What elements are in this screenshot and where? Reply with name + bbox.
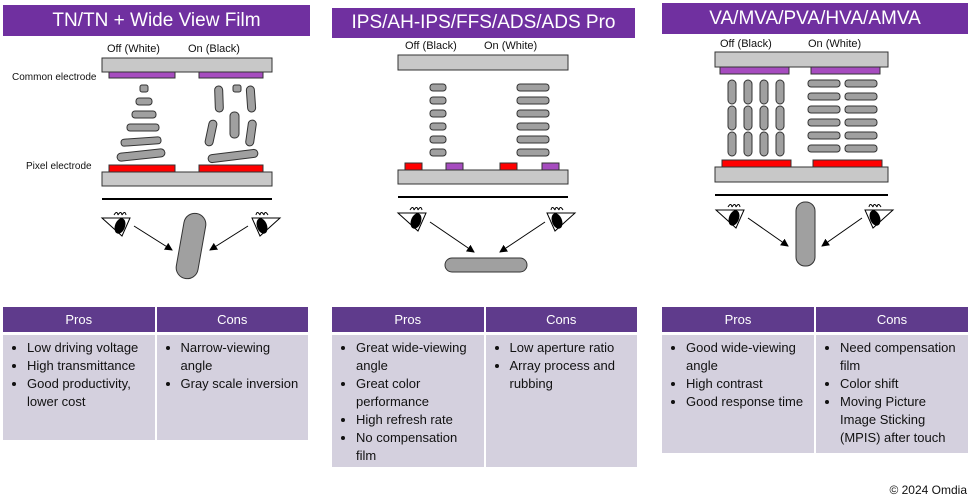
lc-molecule [795,201,816,267]
eye-icon [397,207,427,232]
pro-item: Good wide-viewing angle [686,339,810,375]
bottom-glass [101,171,273,187]
pro-item: Great wide-viewing angle [356,339,480,375]
con-item: Narrow-viewing angle [181,339,305,375]
va-on-label: On (White) [808,38,862,50]
common-electrode-label: Common electrode [12,72,97,83]
con-item: Need compensation film [840,339,964,375]
lc-molecule [175,212,207,280]
eye-icon [546,207,576,232]
tn-off-label: Off (White) [107,43,160,55]
con-item: Moving Picture Image Sticking (MPIS) aft… [840,393,964,447]
eye-icon [715,204,745,229]
pro-item: Good response time [686,393,810,411]
ips-off-label: Off (Black) [405,40,457,52]
lc-diagrams [101,51,894,280]
tn-diagram [101,57,281,280]
pro-item: High refresh rate [356,411,480,429]
lc-molecule [444,257,528,273]
pros-header: Pros [332,307,484,332]
pixel-electrode [108,164,176,173]
con-item: Low aperture ratio [510,339,634,357]
pro-item: High transmittance [27,357,151,375]
eye-icon [101,212,131,237]
pros-header: Pros [662,307,814,332]
cons-header: Cons [156,307,308,332]
cons-header: Cons [485,307,637,332]
pro-item: No compensation film [356,429,480,465]
eye-icon [251,212,281,237]
tn-on-label: On (Black) [188,43,240,55]
pros-header: Pros [3,307,155,332]
pro-item: Low driving voltage [27,339,151,357]
pro-item: High contrast [686,375,810,393]
ips-title: IPS/AH-IPS/FFS/ADS/ADS Pro [332,8,635,38]
con-item: Array process and rubbing [510,357,634,393]
lc-molecules-off [116,84,259,164]
va-diagram [714,51,894,267]
cons-header: Cons [816,307,968,332]
eye-icon [864,204,894,229]
pro-item: Good productivity, lower cost [27,375,151,411]
common-electrode [108,71,176,79]
va-off-label: Off (Black) [720,38,772,50]
con-item: Gray scale inversion [181,375,305,393]
va-pros-cons-table: Pros Cons Good wide-viewing angleHigh co… [662,307,968,453]
pixel-electrode [198,164,264,173]
ips-pros-cons-table: Pros Cons Great wide-viewing angleGreat … [332,307,637,467]
tn-pros-cons-table: Pros Cons Low driving voltageHigh transm… [3,307,308,440]
ips-diagram [397,54,576,273]
pixel-electrode-label: Pixel electrode [26,161,92,172]
va-title: VA/MVA/PVA/HVA/AMVA [662,3,968,34]
ips-on-label: On (White) [484,40,538,52]
pro-item: Great color performance [356,375,480,411]
common-electrode [198,71,264,79]
top-glass [101,57,273,73]
tn-title: TN/TN + Wide View Film [3,5,310,36]
copyright: © 2024 Omdia [889,483,967,497]
con-item: Color shift [840,375,964,393]
